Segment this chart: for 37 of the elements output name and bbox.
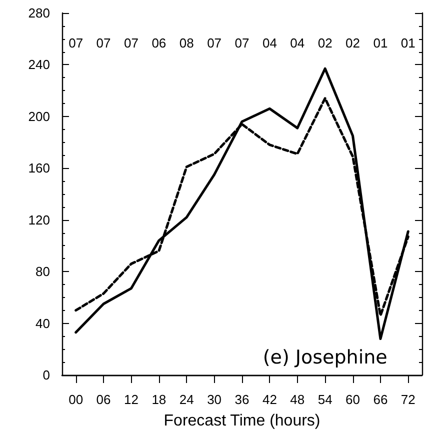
annotation: 08 [179, 36, 194, 50]
x-tick-label: 06 [96, 392, 111, 407]
x-tick-label: 42 [262, 392, 277, 407]
y-tick-label: 160 [28, 160, 50, 176]
x-tick-label: 30 [207, 392, 222, 407]
annotation: 07 [234, 36, 250, 50]
line-series [74, 67, 410, 340]
annotation: 07 [124, 36, 138, 50]
x-axis-title: Forecast Time (hours) [164, 412, 320, 430]
y-tick-label: 200 [28, 108, 50, 124]
annotation: 02 [346, 36, 360, 50]
x-tick-label: 60 [346, 392, 360, 407]
x-tick-label: 18 [152, 392, 166, 407]
annotation: 04 [262, 36, 277, 50]
y-tick-label: 80 [36, 264, 50, 280]
annotation: 02 [318, 36, 332, 50]
y-tick-label: 0 [42, 368, 50, 382]
annotation: 01 [373, 36, 388, 50]
annotation: 07 [68, 36, 84, 50]
x-tick-label: 48 [290, 392, 305, 407]
y-tick-label: 240 [28, 57, 50, 72]
annotation: 01 [400, 36, 416, 50]
x-tick-label: 12 [124, 392, 138, 407]
x-tick-label: 66 [373, 392, 388, 407]
annotation: 07 [207, 36, 222, 50]
x-tick-label: 00 [68, 392, 84, 407]
annotation: 04 [290, 36, 305, 50]
y-tick-label: 280 [28, 6, 50, 20]
y-tick-label: 40 [36, 316, 50, 331]
x-tick-label: 36 [234, 392, 250, 407]
x-tick-label: 72 [400, 392, 416, 407]
y-tick-label: 120 [28, 212, 50, 228]
x-tick-label: 24 [179, 392, 194, 407]
annotation: 06 [152, 36, 166, 50]
annotation: 07 [96, 36, 111, 50]
annotation: (e) Josephine [262, 346, 388, 368]
x-tick-label: 54 [318, 392, 332, 407]
